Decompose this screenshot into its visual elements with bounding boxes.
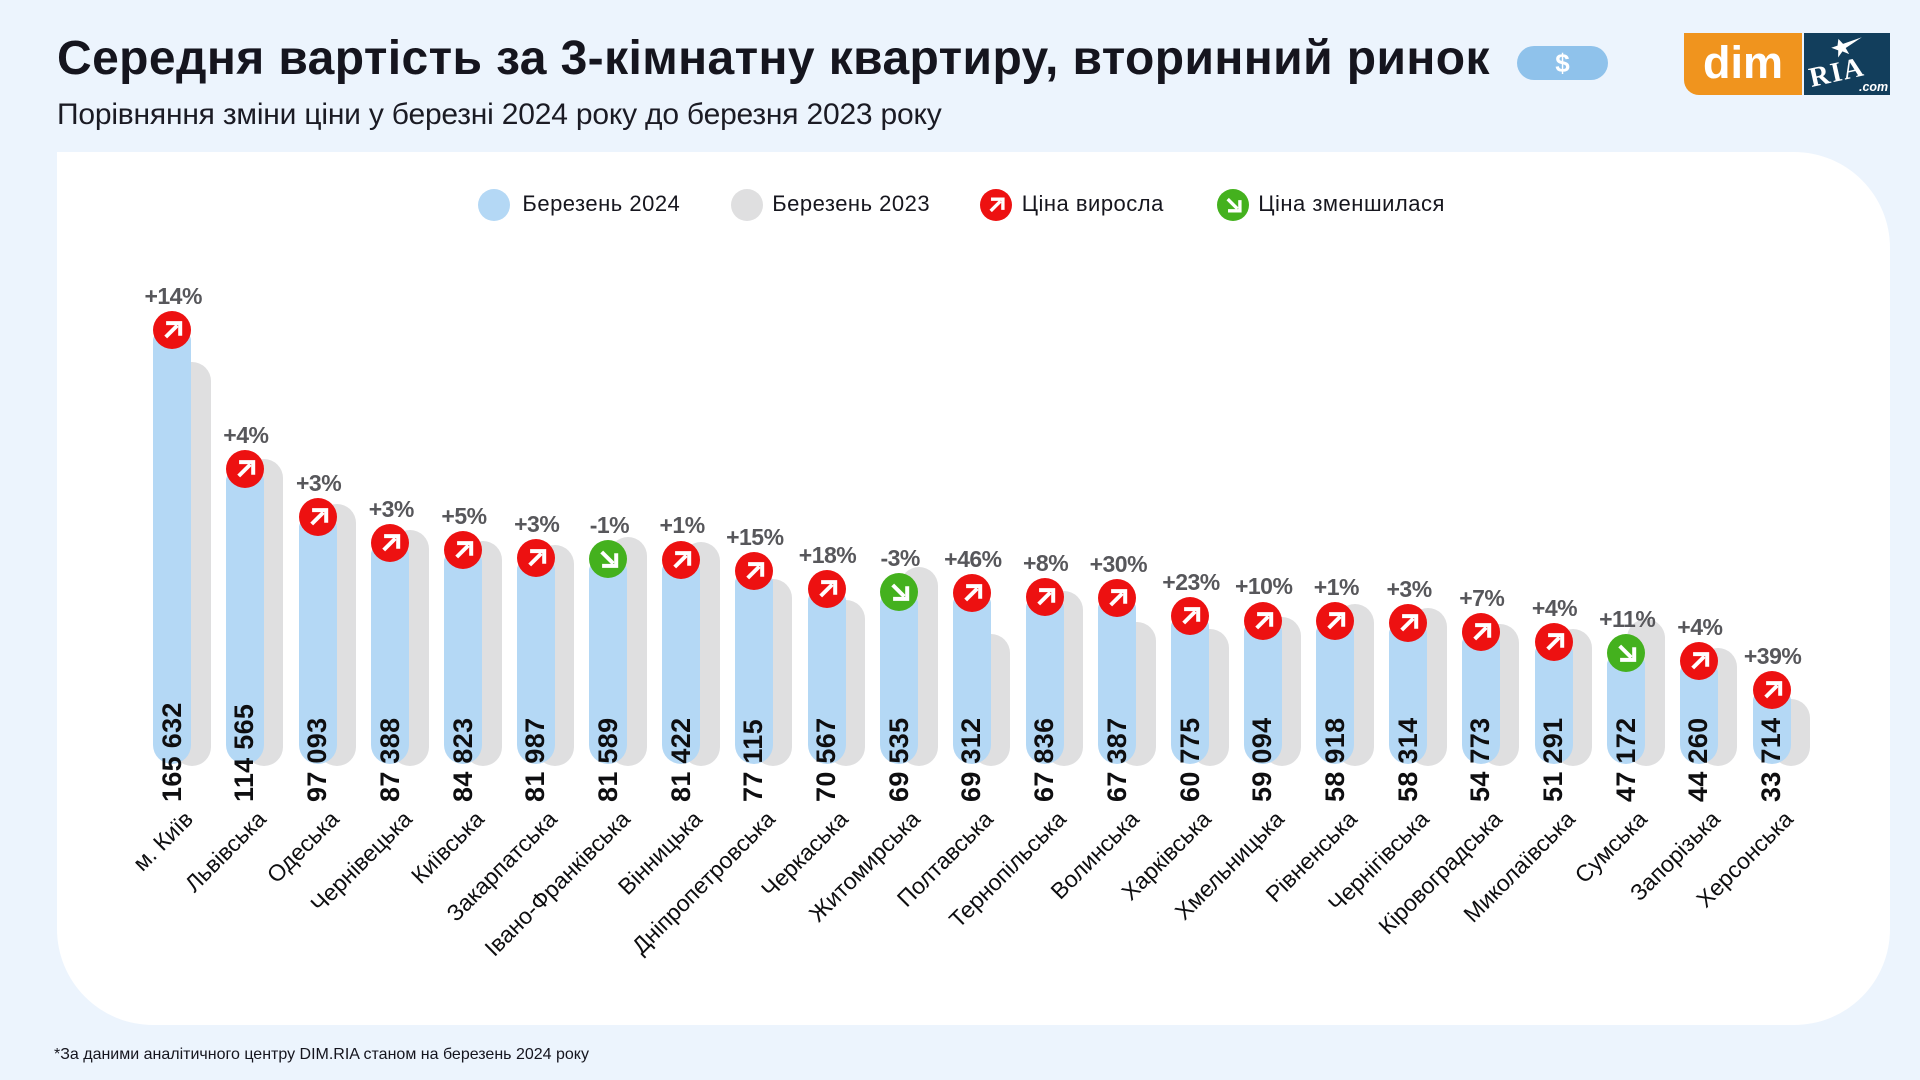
svg-text:.com: .com: [1859, 80, 1888, 94]
